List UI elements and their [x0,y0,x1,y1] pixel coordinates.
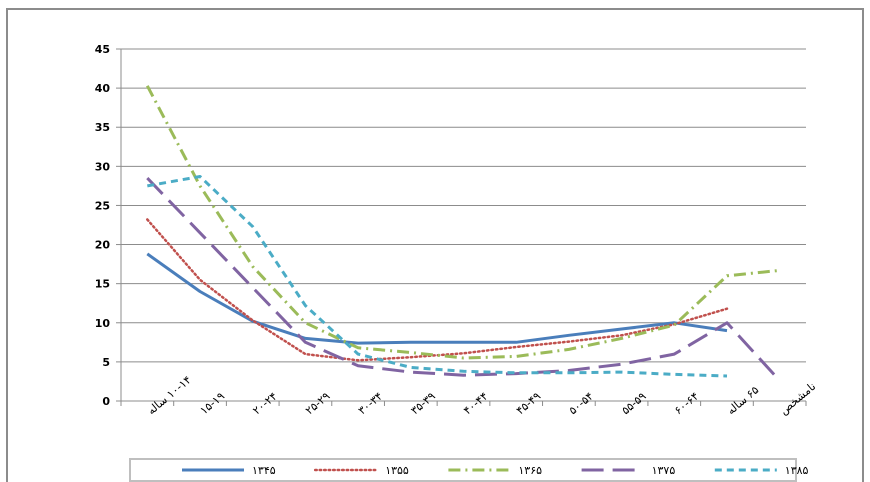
series-line-2 [146,218,729,362]
series-lines [145,85,781,382]
y-tick-label: 35 [95,121,110,134]
series-line-4 [146,177,781,382]
x-tick-label: ۵۰-۵۴ [566,390,596,418]
y-tick-label: 30 [95,160,111,173]
y-tick-label: 45 [95,43,110,56]
legend-box [129,458,797,482]
x-tick-label: ۱۵-۱۹ [198,390,228,418]
y-axis-ticks: 0 5 10 15 20 25 30 35 40 45 [95,43,121,408]
y-tick-label: 25 [95,199,110,212]
x-tick-label: ۱۰-۱۴ ساله [145,373,194,417]
y-tick-label: 10 [95,317,111,330]
x-tick-label: نامشخص [777,380,818,417]
x-tick-label: ۶۰-۶۴ [672,390,702,418]
y-tick-label: 15 [95,278,110,291]
y-tick-label: 0 [102,395,110,408]
y-tick-label: 20 [95,239,111,252]
y-tick-label: 40 [95,82,111,95]
series-line-1 [146,252,728,345]
legend-label: ۱۳۶۵ [518,464,542,477]
legend-label: ۱۳۵۵ [385,464,409,477]
gridlines [120,48,806,402]
legend-label: ۱۳۴۵ [252,464,276,477]
legend-label: ۱۳۸۵ [785,464,809,477]
x-tick-label: ۶۵ ساله [725,383,762,417]
x-tick-label: ۵۵-۵۹ [619,390,649,418]
x-tick-label: ۳۵-۳۹ [408,390,438,418]
series-line-3 [145,85,780,360]
series-line-5 [147,175,728,378]
legend: ۱۳۴۵ ۱۳۵۵ ۱۳۶۵ ۱۳۷۵ ۱۳۸۵ [129,458,809,482]
y-tick-label: 5 [102,356,110,369]
x-tick-label: ۴۰-۴۴ [461,390,491,418]
x-tick-label: ۲۵-۲۹ [303,390,333,418]
x-tick-label: ۲۰-۲۴ [250,390,280,418]
x-tick-label: ۳۰-۳۴ [356,390,386,418]
legend-label: ۱۳۷۵ [652,464,676,477]
x-tick-label: ۴۵-۴۹ [514,390,544,418]
